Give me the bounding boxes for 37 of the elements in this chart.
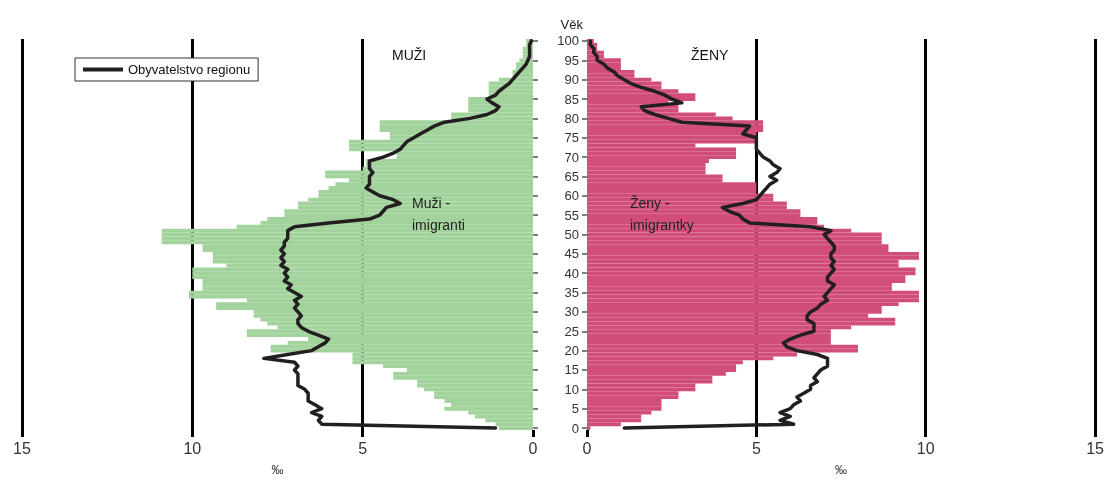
y-tick-label: 55 (564, 207, 579, 223)
y-tick-label: 25 (564, 323, 579, 339)
text: MUŽI (392, 47, 427, 63)
y-tick-label: 35 (564, 285, 579, 301)
x-tick-label: 10 (183, 439, 202, 457)
y-tick-label: 40 (564, 265, 579, 281)
y-tick-label: 0 (571, 420, 579, 436)
series-label: Ženy - imigrantky (630, 195, 694, 233)
y-tick-label: 85 (564, 91, 579, 107)
x-tick-label: 5 (751, 439, 761, 457)
y-tick-label: 30 (564, 304, 579, 320)
y-tick-label: 45 (564, 246, 579, 262)
x-tick-label: 15 (1086, 439, 1105, 457)
y-tick-label: 75 (564, 130, 579, 146)
y-tick-label: 60 (564, 188, 579, 204)
y-tick-label: 50 (564, 227, 579, 242)
y-tick-label: 100 (557, 33, 579, 49)
series-label: Muži - imigranti (412, 195, 465, 233)
y-tick-label: 15 (564, 362, 579, 378)
x-axis-title: ‰ (271, 463, 284, 477)
legend-label: Obyvatelstvo regionu (128, 62, 251, 77)
x-tick-label: 15 (13, 439, 31, 457)
y-tick-label: 95 (564, 52, 579, 68)
text: ŽENY (691, 47, 729, 63)
y-tick-label: 5 (571, 401, 579, 417)
x-tick-label: 0 (582, 439, 592, 457)
x-axis-title: ‰ (835, 463, 848, 477)
y-tick-label: 90 (564, 72, 579, 88)
x-tick-label: 0 (528, 439, 538, 457)
y-tick-label: 20 (564, 343, 579, 359)
y-tick-label: 80 (564, 110, 579, 126)
x-tick-label: 10 (916, 439, 935, 457)
y-tick-label: 65 (564, 168, 579, 184)
y-tick-label: 70 (564, 149, 579, 165)
y-tick-label: 10 (564, 381, 579, 397)
y-axis-title: Věk (560, 17, 584, 32)
x-tick-label: 5 (358, 439, 368, 457)
